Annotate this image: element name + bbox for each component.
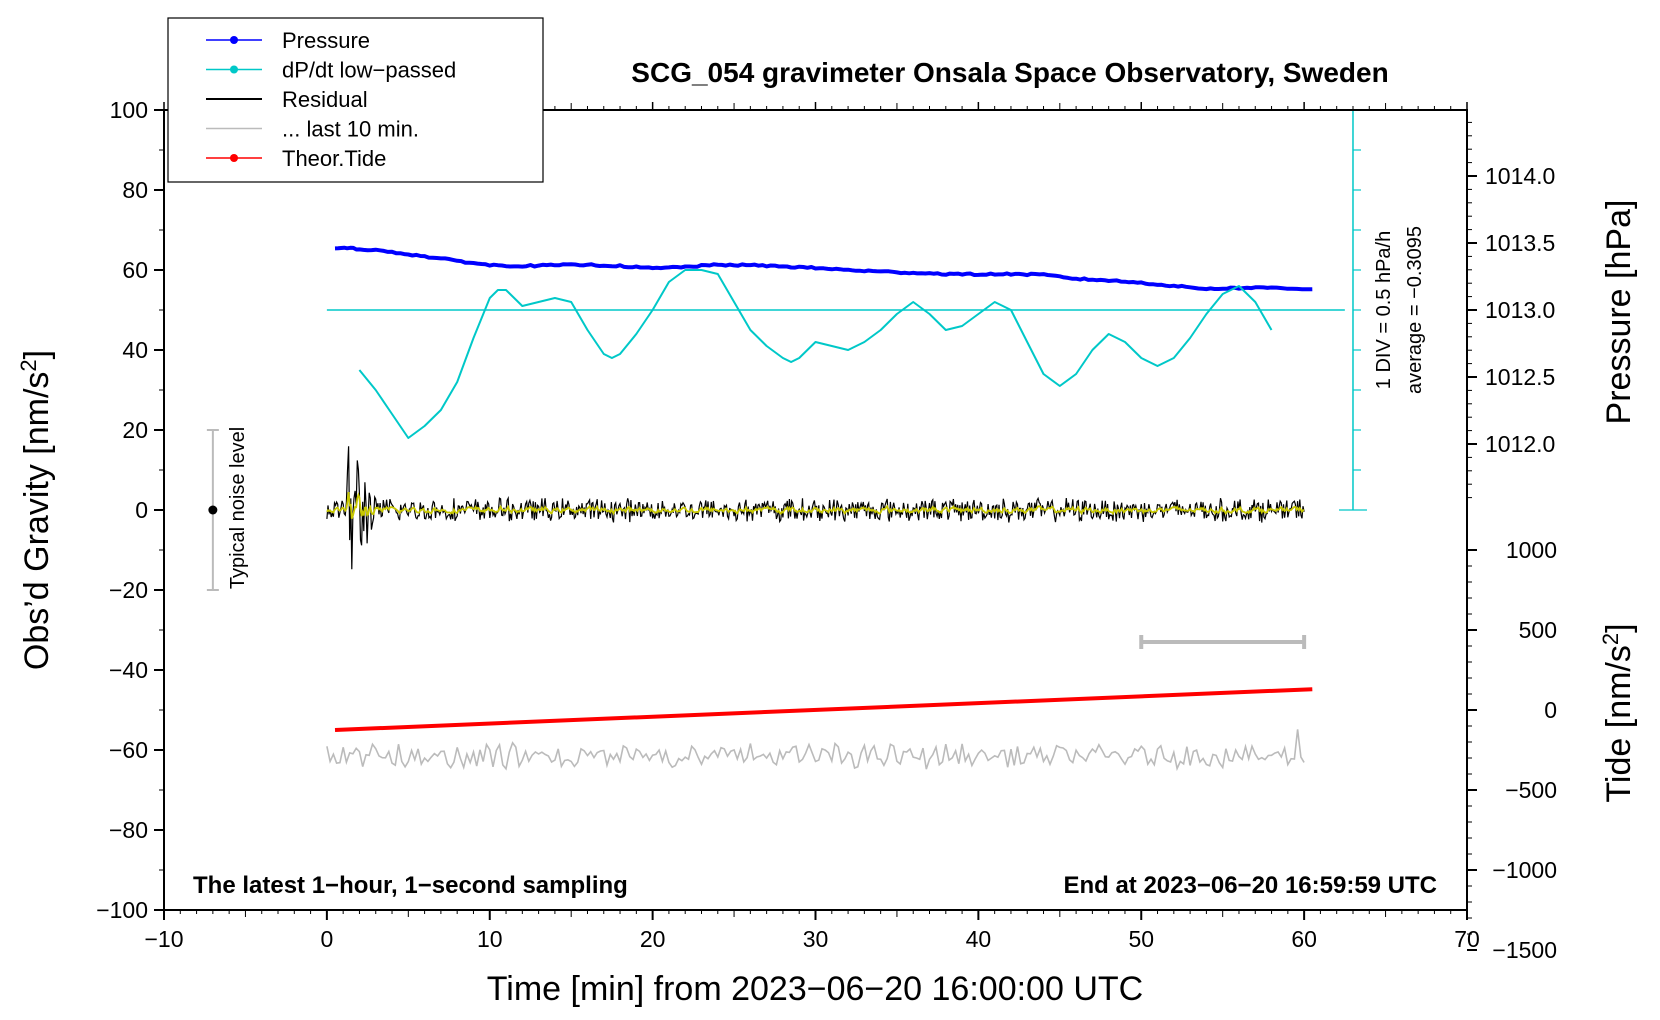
x-tick-label: 20 [640, 926, 666, 952]
legend-marker [230, 154, 238, 162]
legend-label: dP/dt low−passed [282, 58, 456, 83]
y-tick-label: −20 [109, 577, 148, 603]
tide-tick-label: 1000 [1506, 537, 1557, 563]
residual-filtered-series [326, 491, 1305, 520]
x-tick-label: 40 [966, 926, 992, 952]
x-tick-label: −10 [144, 926, 183, 952]
legend-marker [230, 65, 238, 74]
overlay-layer [206, 109, 1367, 649]
x-tick-label: 0 [320, 926, 333, 952]
y-axis-title-tide: Tide [nm/s2] [1598, 623, 1638, 802]
y-axis-title-tide-sup: 2 [1598, 633, 1623, 645]
y-axis-title-left: Obs’d Gravity [nm/s2] [16, 350, 56, 670]
y-tick-label: 100 [110, 97, 148, 123]
y-axis-title-pressure: Pressure [hPa] [1600, 200, 1638, 425]
dpdt-scale-label: 1 DIV = 0.5 hPa/h [1373, 231, 1395, 389]
y-tick-label: −100 [96, 897, 148, 923]
pressure-tick-label: 1013.5 [1485, 230, 1555, 256]
y-tick-label: −40 [109, 657, 148, 683]
x-tick-label: 50 [1128, 926, 1154, 952]
y-axis-title-tide-text: Tide [nm/s [1600, 645, 1638, 802]
series-layer [326, 245, 1313, 772]
legend-marker [230, 36, 238, 44]
y-tick-label: 60 [122, 257, 148, 283]
x-axis-title: Time [min] from 2023−06−20 16:00:00 UTC [487, 970, 1143, 1008]
y-axis-title-left-text: Obs’d Gravity [nm/s [18, 372, 56, 671]
pressure-tick-label: 1012.5 [1485, 364, 1555, 390]
tide-tick-label: 500 [1519, 617, 1557, 643]
annotation-end-time: End at 2023−06−20 16:59:59 UTC [1063, 872, 1437, 899]
legend-label: Residual [282, 87, 368, 112]
chart-title: SCG_054 gravimeter Onsala Space Observat… [631, 57, 1388, 88]
tide-tick-label: −1000 [1492, 857, 1557, 883]
x-tick-label: 60 [1291, 926, 1317, 952]
tide-series [334, 687, 1313, 732]
y-tick-label: −60 [109, 737, 148, 763]
pressure-tick-label: 1014.0 [1485, 163, 1555, 189]
last-10-min-series [326, 729, 1305, 772]
pressure-tick-label: 1012.0 [1485, 431, 1555, 457]
tide-tick-label: −500 [1505, 777, 1557, 803]
noise-level-dot [208, 505, 218, 515]
residual-series [326, 446, 1305, 570]
y-axis-title-left-sup: 2 [16, 359, 41, 371]
y-axis-title-left-end: ] [18, 350, 56, 359]
y-tick-label: −80 [109, 817, 148, 843]
legend: Pressure dP/dt low−passed Residual ... last… [167, 17, 544, 183]
dpdt-series [358, 269, 1273, 439]
noise-level-label: Typical noise level [227, 427, 249, 589]
x-tick-label: 70 [1454, 926, 1480, 952]
pressure-series [334, 245, 1313, 292]
tide-tick-label: 0 [1544, 697, 1557, 723]
y-tick-label: 0 [135, 497, 148, 523]
legend-label: ... last 10 min. [282, 117, 419, 142]
y-tick-label: 80 [122, 177, 148, 203]
annotation-latest-hour: The latest 1−hour, 1−second sampling [193, 872, 628, 899]
dpdt-average-label: average = −0.3095 [1404, 226, 1426, 394]
y-tick-label: 20 [122, 417, 148, 443]
x-tick-label: 30 [803, 926, 829, 952]
axis-layer: −10 0 10 20 30 40 50 60 70−100−80−60−40−20020406… [96, 97, 1557, 963]
pressure-tick-label: 1013.0 [1485, 297, 1555, 323]
y-axis-title-tide-end: ] [1600, 623, 1638, 632]
y-tick-label: 40 [122, 337, 148, 363]
x-tick-label: 10 [477, 926, 503, 952]
legend-label: Theor.Tide [282, 146, 386, 171]
tide-tick-label: −1500 [1492, 937, 1557, 963]
legend-label: Pressure [282, 28, 370, 53]
